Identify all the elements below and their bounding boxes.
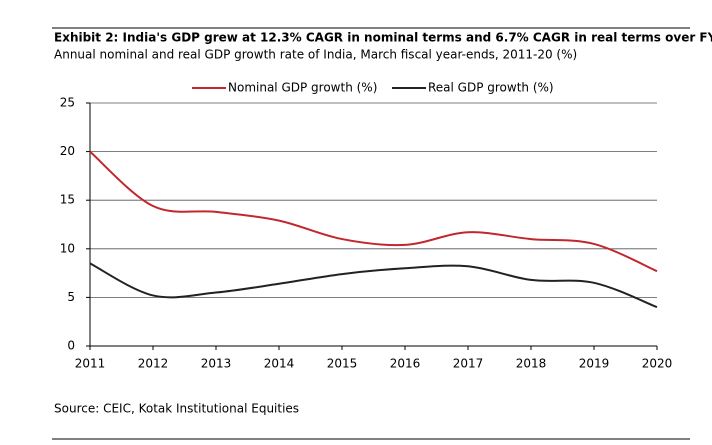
x-tick-label: 2015 xyxy=(327,357,358,371)
x-tick-label: 2020 xyxy=(642,357,673,371)
chart-subtitle: Annual nominal and real GDP growth rate … xyxy=(54,48,577,62)
y-tick-label: 10 xyxy=(60,241,75,255)
series-line xyxy=(89,262,658,309)
x-tick-label: 2017 xyxy=(453,357,484,371)
x-tick-label: 2012 xyxy=(138,357,169,371)
y-tick-label: 0 xyxy=(67,339,75,353)
x-tick-label: 2018 xyxy=(516,357,547,371)
x-tick-label: 2014 xyxy=(264,357,295,371)
x-tick-label: 2011 xyxy=(75,357,106,371)
y-tick-label: 5 xyxy=(67,290,75,304)
x-tick-label: 2016 xyxy=(390,357,421,371)
y-tick-label: 25 xyxy=(60,96,75,110)
chart-title: Exhibit 2: India's GDP grew at 12.3% CAG… xyxy=(54,31,712,45)
y-tick-label: 20 xyxy=(60,144,75,158)
x-tick-label: 2019 xyxy=(579,357,610,371)
y-tick-label: 15 xyxy=(60,193,75,207)
source-note: Source: CEIC, Kotak Institutional Equiti… xyxy=(54,402,299,416)
legend-label: Real GDP growth (%) xyxy=(428,81,554,95)
series-line xyxy=(89,150,658,273)
x-tick-label: 2013 xyxy=(201,357,232,371)
legend-label: Nominal GDP growth (%) xyxy=(228,81,377,95)
